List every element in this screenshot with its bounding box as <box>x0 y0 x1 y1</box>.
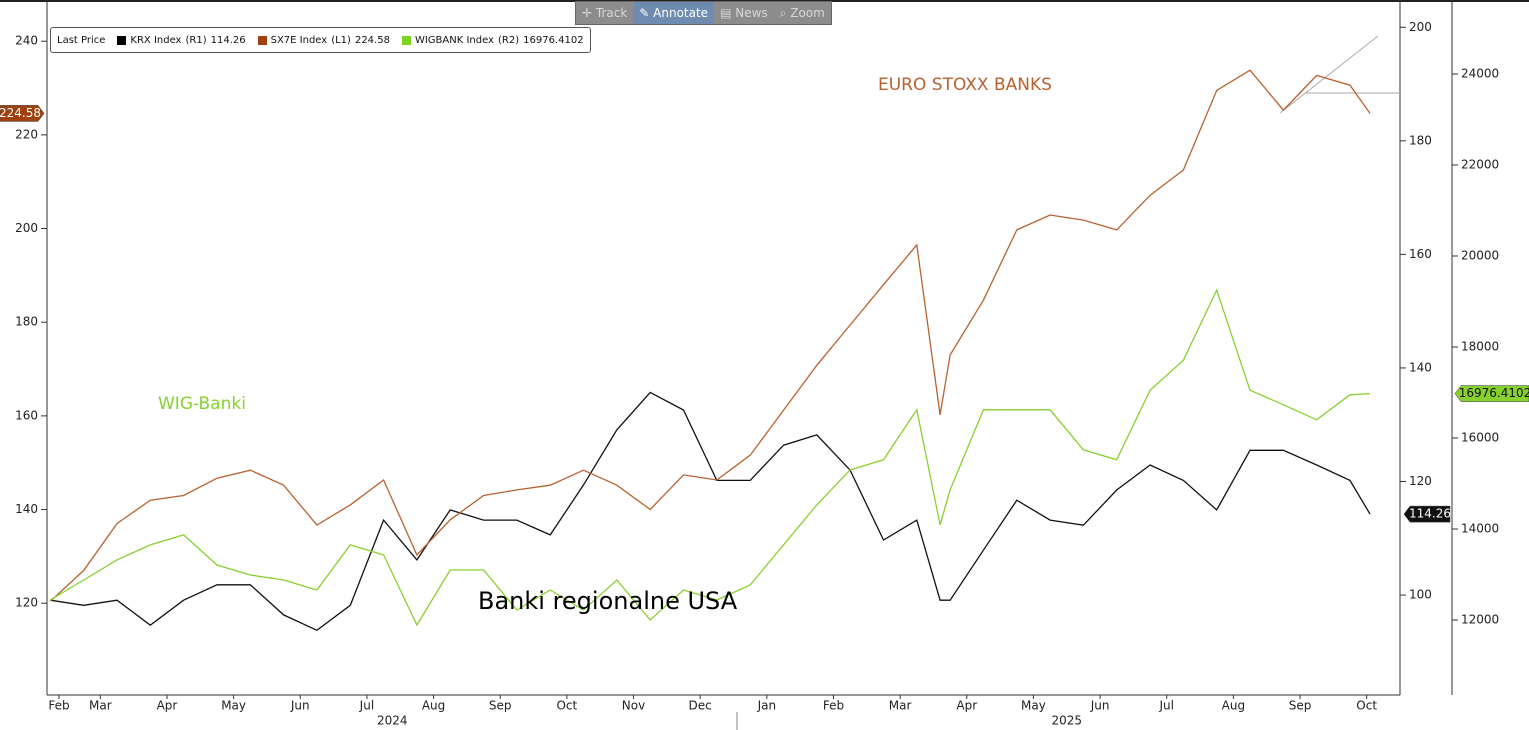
x-tick-label: Jul <box>359 699 374 713</box>
x-tick-label: Mar <box>89 699 112 713</box>
y2-tick-label: 100 <box>1409 588 1432 602</box>
annotation: Banki regionalne USA <box>478 587 738 615</box>
x-tick-label: Jul <box>1158 699 1173 713</box>
y2-tick-label: 200 <box>1409 20 1432 34</box>
annotation: EURO STOXX BANKS <box>878 75 1052 95</box>
y2-tick-label: 180 <box>1409 133 1432 147</box>
year-label: 2025 <box>1051 714 1082 728</box>
y-tick-label: 200 <box>15 221 38 235</box>
legend-axis: (R2) <box>498 34 520 46</box>
x-tick-label: Sep <box>489 699 512 713</box>
y3-tick-label: 18000 <box>1461 339 1499 353</box>
annotation: WIG-Banki <box>158 394 246 414</box>
button-label: News <box>735 6 768 20</box>
legend-name: WIGBANK Index <box>414 34 494 46</box>
legend-swatch <box>117 35 127 45</box>
legend-value: 224.58 <box>354 34 390 46</box>
series-line <box>50 391 1371 632</box>
last-value-tag <box>1454 385 1529 402</box>
toolbar: ✛ Track ✎ Annotate ▤ News ⌕ Zoom <box>575 1 832 25</box>
last-value-tag <box>0 105 45 122</box>
last-value-label: 16976.4102 <box>1459 386 1529 400</box>
x-tick-label: Oct <box>1356 699 1377 713</box>
x-tick-label: May <box>1021 699 1046 713</box>
legend-axis: (R1) <box>185 34 207 46</box>
legend-value: 114.26 <box>210 34 246 46</box>
y-tick-label: 180 <box>15 315 38 329</box>
x-tick-label: Jan <box>757 699 777 713</box>
toolbar-button[interactable]: ✛ Track <box>582 6 628 20</box>
y3-tick-label: 16000 <box>1461 431 1499 445</box>
x-tick-label: Aug <box>1222 699 1245 713</box>
x-tick-label: Mar <box>889 699 912 713</box>
y-tick-label: 140 <box>15 502 38 516</box>
x-tick-label: Oct <box>556 699 577 713</box>
last-value-tag <box>1403 505 1451 523</box>
x-tick-label: Feb <box>48 699 69 713</box>
legend-name: KRX Index <box>130 34 182 46</box>
x-tick-label: Aug <box>422 699 445 713</box>
last-value-label: 114.26 <box>1409 507 1451 521</box>
legend-name: SX7E Index <box>270 34 328 46</box>
x-tick-label: Jun <box>290 699 310 713</box>
toolbar-button[interactable]: ⌕ Zoom <box>779 6 825 20</box>
series-line <box>49 69 1371 602</box>
y-tick-label: 160 <box>15 408 38 422</box>
y3-tick-label: 22000 <box>1461 157 1499 171</box>
y3-tick-label: 12000 <box>1461 613 1499 627</box>
y3-tick-label: 14000 <box>1461 522 1499 536</box>
button-label: Annotate <box>653 6 709 20</box>
legend: Last Price KRX Index (R1) 114.26 SX7E Index… <box>50 27 591 53</box>
y-tick-label: 120 <box>15 596 38 610</box>
x-tick-label: Jun <box>1090 699 1110 713</box>
y2-tick-label: 160 <box>1409 247 1432 261</box>
legend-swatch <box>401 35 411 45</box>
legend-value: 16976.4102 <box>523 34 584 46</box>
x-tick-label: May <box>221 699 246 713</box>
year-label: 2024 <box>377 714 408 728</box>
x-tick-label: Feb <box>823 699 844 713</box>
x-tick-label: Apr <box>157 699 178 713</box>
legend-swatch <box>257 35 267 45</box>
y2-tick-label: 140 <box>1409 360 1432 374</box>
legend-title: Last Price <box>57 34 106 46</box>
legend-axis: (L1) <box>331 34 351 46</box>
y3-tick-label: 20000 <box>1461 248 1499 262</box>
y-tick-label: 240 <box>15 34 38 48</box>
y3-tick-label: 24000 <box>1461 66 1499 80</box>
button-label: Track <box>595 6 628 20</box>
series-line <box>49 288 1371 627</box>
x-tick-label: Apr <box>956 699 977 713</box>
x-tick-label: Nov <box>622 699 645 713</box>
y2-tick-label: 120 <box>1409 474 1432 488</box>
button-label: Zoom <box>790 6 825 20</box>
last-value-label: 224.58 <box>0 106 41 120</box>
y-tick-label: 220 <box>15 127 38 141</box>
x-tick-label: Sep <box>1289 699 1312 713</box>
trend-line <box>1279 35 1379 114</box>
toolbar-button[interactable]: ▤ News <box>720 6 768 20</box>
toolbar-button[interactable]: ✎ Annotate <box>633 2 715 24</box>
x-tick-label: Dec <box>689 699 712 713</box>
